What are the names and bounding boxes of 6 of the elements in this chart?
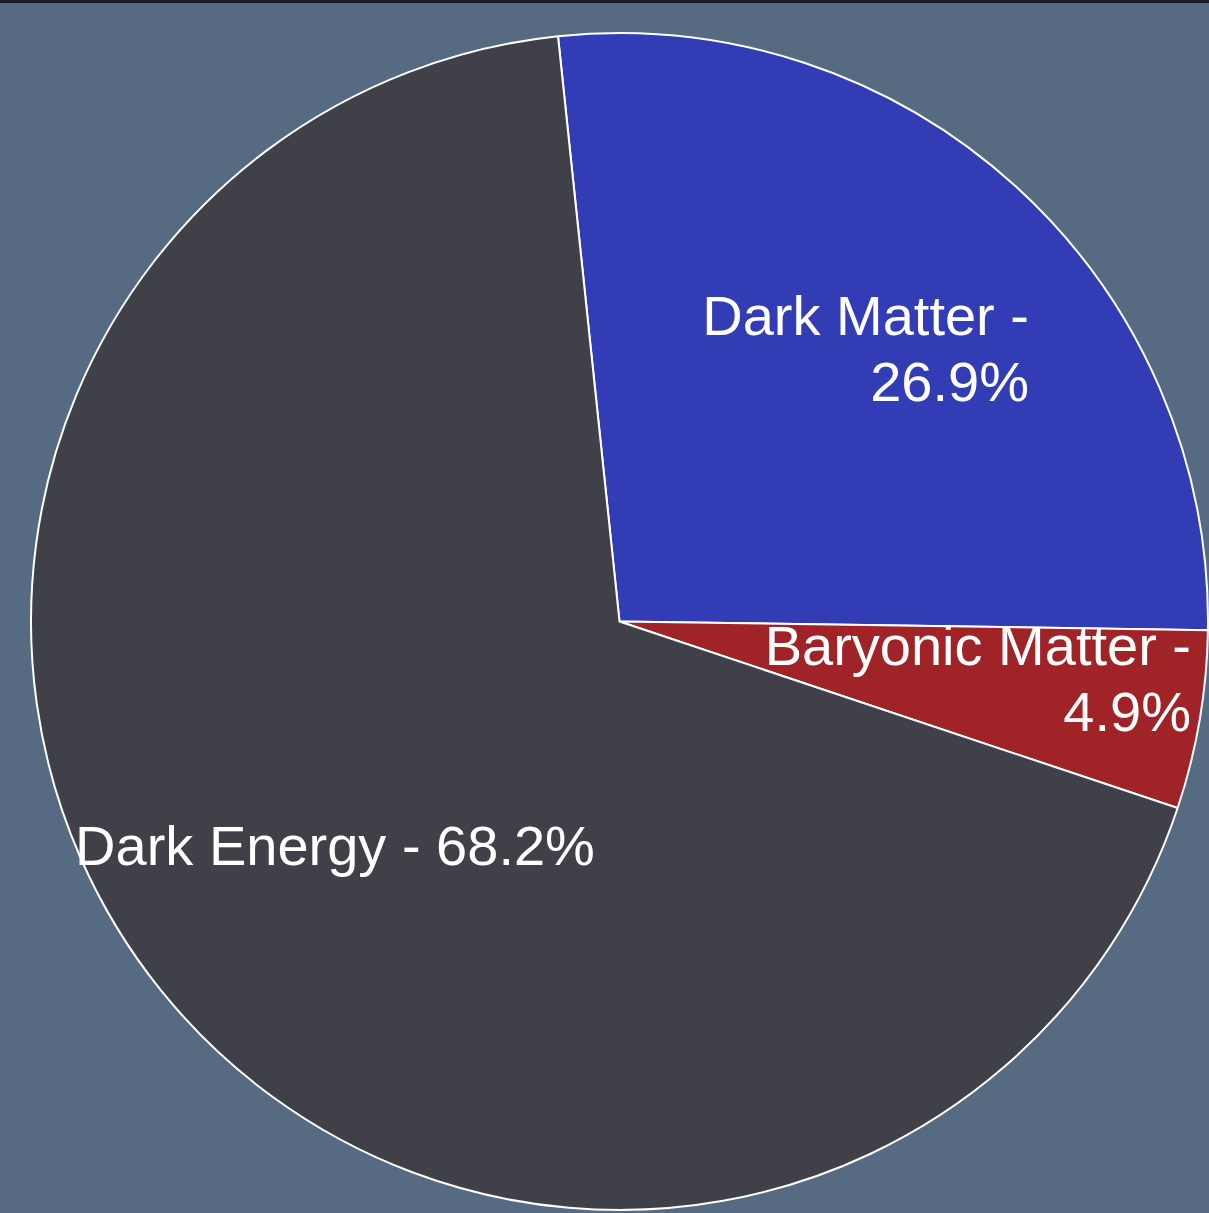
slice-label: Dark Matter -: [702, 283, 1029, 347]
data-label: 4.9%: [1063, 680, 1191, 744]
slice-label: Baryonic Matter -: [764, 614, 1191, 678]
data-label: 68.2%: [436, 814, 595, 878]
data-label: 26.9%: [870, 349, 1029, 413]
slice-label: Dark Energy -: [75, 814, 421, 878]
